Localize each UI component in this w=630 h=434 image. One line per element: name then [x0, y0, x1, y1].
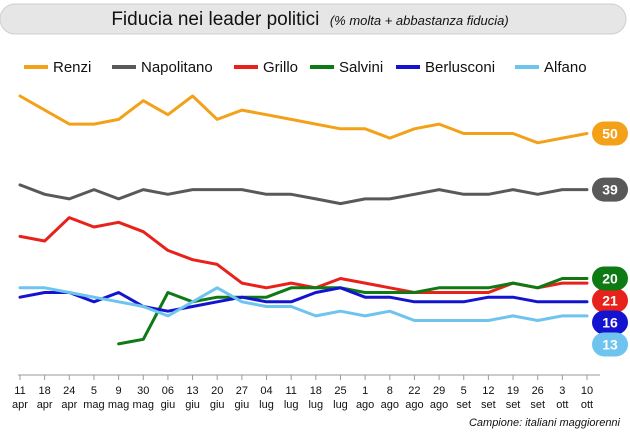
x-tick-label: 04 lug	[259, 385, 274, 411]
x-tick-label: 25 lug	[333, 385, 348, 411]
end-label: 21	[592, 288, 628, 313]
chart-title-banner: Fiducia nei leader politici (% molta + a…	[0, 3, 627, 35]
series-line	[18, 286, 589, 313]
end-label-value: 39	[602, 182, 618, 198]
x-tick-label: 5 set	[456, 385, 471, 411]
x-tick-label: 18 apr	[37, 385, 53, 411]
x-tick-label: 26 set	[530, 385, 545, 411]
end-label-badge	[592, 266, 628, 291]
legend-item: Napolitano	[112, 59, 213, 76]
legend-label: Grillo	[263, 59, 298, 76]
svg-text:Fiducia nei leader politici: Fiducia nei leader politici (% molta + a…	[111, 9, 508, 30]
legend-label: Berlusconi	[425, 59, 495, 76]
series-line	[18, 286, 589, 322]
legend-item: Renzi	[24, 59, 91, 76]
end-label-badge	[592, 177, 628, 202]
series-lines	[18, 94, 589, 346]
legend-label: Napolitano	[141, 59, 213, 76]
legend-item: Alfano	[515, 59, 587, 76]
x-tick-label: 8 ago	[381, 385, 399, 411]
chart-subtitle: (% molta + abbastanza fiducia)	[330, 13, 509, 28]
x-tick-label: 3 ott	[556, 385, 568, 411]
x-tick-label: 29 ago	[430, 385, 448, 411]
x-tick-label: 19 set	[506, 385, 521, 411]
x-tick-label: 22 ago	[405, 385, 423, 411]
end-label-value: 50	[602, 125, 618, 141]
series-line	[117, 277, 589, 346]
end-label-badge	[592, 288, 628, 313]
x-tick-label: 13 giu	[185, 385, 200, 411]
end-label-badge	[592, 121, 628, 146]
end-label: 39	[592, 177, 628, 202]
footnote: Campione: italiani maggiorenni	[469, 417, 621, 429]
end-label: 13	[592, 332, 628, 357]
end-label-badge	[592, 332, 628, 357]
chart-legend: Renzi Napolitano Grillo Salvini Berlusconi Al…	[24, 59, 587, 76]
x-tick-label: 11 lug	[284, 385, 299, 411]
series-line	[18, 94, 589, 145]
x-tick-label: 9 mag	[108, 385, 129, 411]
series-line	[18, 216, 589, 294]
end-label: 50	[592, 121, 628, 146]
legend-label: Alfano	[544, 59, 587, 76]
end-labels: 50 39 21 20 16 13	[592, 121, 628, 357]
x-tick-label: 12 set	[481, 385, 496, 411]
legend-label: Salvini	[339, 59, 383, 76]
legend-item: Berlusconi	[396, 59, 495, 76]
x-tick-label: 30 mag	[133, 385, 154, 411]
x-tick-label: 11 apr	[12, 385, 28, 411]
chart-title: Fiducia nei leader politici	[111, 9, 319, 30]
series-line	[18, 183, 589, 206]
end-label: 16	[592, 310, 628, 335]
x-tick-label: 24 apr	[61, 385, 77, 411]
x-tick-label: 1 ago	[356, 385, 374, 411]
x-tick-label: 06 giu	[161, 385, 176, 411]
x-tick-label: 27 giu	[235, 385, 250, 411]
end-label-badge	[592, 310, 628, 335]
x-tick-label: 10 ott	[581, 385, 593, 411]
end-label-value: 16	[602, 314, 618, 330]
x-tick-label: 20 giu	[210, 385, 225, 411]
x-tick-label: 18 lug	[308, 385, 323, 411]
end-label-value: 13	[602, 336, 618, 352]
end-label-value: 20	[602, 270, 618, 286]
end-label-value: 21	[602, 292, 618, 308]
x-tick-label: 5 mag	[83, 385, 104, 411]
end-label: 20	[592, 266, 628, 291]
legend-item: Salvini	[310, 59, 383, 76]
legend-item: Grillo	[234, 59, 298, 76]
legend-label: Renzi	[53, 59, 91, 76]
